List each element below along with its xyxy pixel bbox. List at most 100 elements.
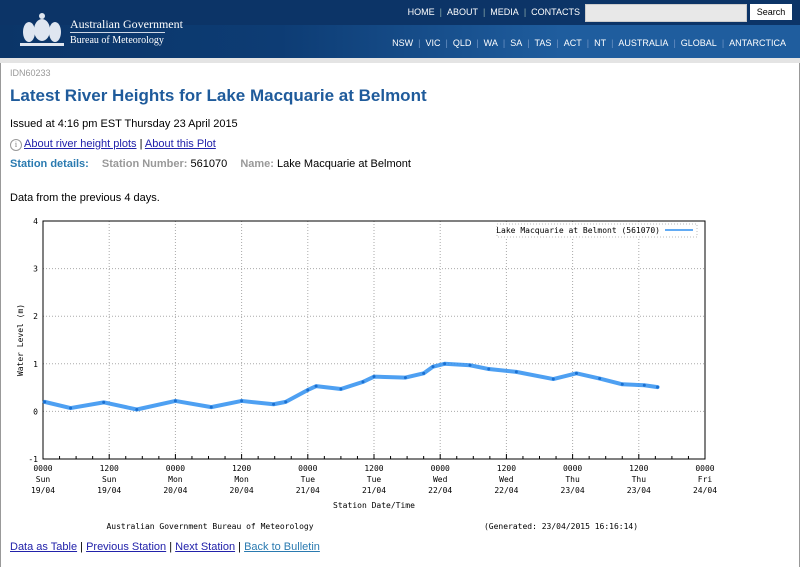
x-tick-label: Mon	[234, 475, 249, 484]
nav-separator: |	[556, 38, 559, 48]
search-input[interactable]	[585, 4, 747, 22]
x-tick-label: Tue	[367, 475, 382, 484]
y-tick-label: 4	[33, 217, 38, 226]
data-point	[656, 385, 660, 389]
state-nav-tas[interactable]: TAS	[534, 38, 552, 48]
nav-home[interactable]: HOME	[407, 7, 435, 17]
y-tick-label: 3	[33, 265, 38, 274]
data-point	[372, 375, 376, 379]
about-this-plot-link[interactable]: About this Plot	[144, 138, 216, 150]
state-nav-wa[interactable]: WA	[483, 38, 498, 48]
station-number: 561070	[190, 158, 228, 170]
data-point	[422, 371, 426, 375]
x-tick-label: 23/04	[561, 486, 585, 495]
legend-label: Lake Macquarie at Belmont (561070)	[496, 226, 660, 235]
nav-separator: |	[502, 38, 506, 48]
data-point	[284, 400, 288, 404]
data-point	[598, 377, 602, 381]
state-nav-act[interactable]: ACT	[563, 38, 582, 48]
data-point	[69, 406, 73, 410]
x-tick-label: Fri	[698, 475, 713, 484]
nav-contacts[interactable]: CONTACTS	[531, 7, 580, 17]
x-tick-label: 1200	[497, 464, 516, 473]
chart-svg: -1 0 1 2 3 4 0000 Sun 19/04 1200 Sun 19/04 0000 Mon 20…	[16, 217, 717, 531]
data-point	[620, 382, 624, 386]
x-tick-label: 21/04	[296, 486, 320, 495]
data-point	[551, 377, 555, 381]
chart-footer-right: (Generated: 23/04/2015 16:16:14)	[484, 522, 638, 531]
data-point	[102, 400, 106, 404]
state-nav-qld[interactable]: QLD	[452, 38, 472, 48]
x-tick-label: 0000	[33, 464, 52, 473]
x-tick-label: Thu	[632, 475, 647, 484]
y-axis-label: Water Level (m)	[16, 304, 25, 376]
nav-separator: |	[482, 7, 486, 17]
data-series-line	[42, 361, 660, 412]
x-tick-label: 0000	[298, 464, 317, 473]
station-name-label: Name:	[240, 158, 274, 170]
x-tick-label: 1200	[364, 464, 383, 473]
nav-separator: |	[527, 38, 530, 48]
data-point	[468, 363, 472, 367]
nav-separator: |	[586, 38, 590, 48]
state-nav-nsw[interactable]: NSW	[392, 38, 414, 48]
state-nav-antarctica[interactable]: ANTARCTICA	[729, 38, 786, 48]
x-tick-label: 24/04	[693, 486, 717, 495]
product-id: IDN60233	[10, 68, 51, 78]
state-nav-vic[interactable]: VIC	[425, 38, 441, 48]
header-subbar	[0, 58, 800, 63]
logo-text-bureau: Bureau of Meteorology	[70, 35, 164, 46]
coat-of-arms-logo[interactable]	[16, 10, 68, 50]
plot-frame	[42, 220, 706, 460]
data-point	[339, 387, 343, 391]
data-point	[240, 399, 244, 403]
nav-separator: |	[611, 38, 614, 48]
x-tick-label: 20/04	[163, 486, 187, 495]
nav-separator: |	[476, 38, 479, 48]
bottom-links: Data as Table | Previous Station | Next …	[10, 541, 320, 553]
state-nav: NSW | VIC | QLD | WA | SA | TAS | ACT | NT | AUSTRALIA | G…	[392, 38, 786, 48]
x-tick-label: 0000	[563, 464, 582, 473]
x-tick-label: 1200	[100, 464, 119, 473]
data-point	[43, 400, 47, 404]
x-tick-label: 1200	[232, 464, 251, 473]
state-nav-nt[interactable]: NT	[594, 38, 607, 48]
x-tick-label: 0000	[431, 464, 450, 473]
data-point	[314, 384, 318, 388]
x-tick-label: Sun	[36, 475, 51, 484]
nav-about[interactable]: ABOUT	[446, 7, 478, 17]
data-point	[135, 407, 139, 411]
x-tick-label: 20/04	[230, 486, 254, 495]
nav-separator: |	[673, 38, 676, 48]
nav-separator: |	[418, 38, 421, 48]
next-station-link[interactable]: Next Station	[175, 541, 236, 553]
station-number-label: Station Number:	[101, 158, 188, 170]
about-river-height-plots-link[interactable]: About river height plots	[24, 138, 137, 150]
data-as-table-link[interactable]: Data as Table	[10, 541, 78, 553]
search-button[interactable]: Search	[750, 4, 792, 20]
x-tick-label: 23/04	[627, 486, 651, 495]
state-nav-global[interactable]: GLOBAL	[680, 38, 717, 48]
x-tick-label: 0000	[166, 464, 185, 473]
nav-media[interactable]: MEDIA	[490, 7, 519, 17]
chart-footer-left: Australian Government Bureau of Meteorol…	[106, 522, 313, 531]
river-height-chart: -1 0 1 2 3 4 0000 Sun 19/04 1200 Sun 19/04 0000 Mon 20…	[0, 210, 720, 540]
data-point	[403, 376, 407, 380]
back-to-bulletin-link[interactable]: Back to Bulletin	[244, 541, 320, 553]
state-nav-sa[interactable]: SA	[510, 38, 523, 48]
x-tick-label: 21/04	[362, 486, 386, 495]
x-tick-label: Thu	[565, 475, 580, 484]
x-tick-label: 19/04	[31, 486, 55, 495]
page-title: Latest River Heights for Lake Macquarie …	[10, 86, 427, 105]
x-tick-label: 1200	[629, 464, 648, 473]
x-tick-label: 19/04	[97, 486, 121, 495]
station-details-label: Station details:	[10, 158, 89, 170]
x-tick-label: 22/04	[428, 486, 452, 495]
site-header: Australian Government Bureau of Meteorol…	[0, 0, 800, 58]
data-point	[306, 388, 310, 392]
nav-separator: |	[721, 38, 725, 48]
previous-station-link[interactable]: Previous Station	[86, 541, 167, 553]
state-nav-australia[interactable]: AUSTRALIA	[618, 38, 669, 48]
data-point	[642, 383, 646, 387]
y-tick-label: 1	[33, 360, 38, 369]
